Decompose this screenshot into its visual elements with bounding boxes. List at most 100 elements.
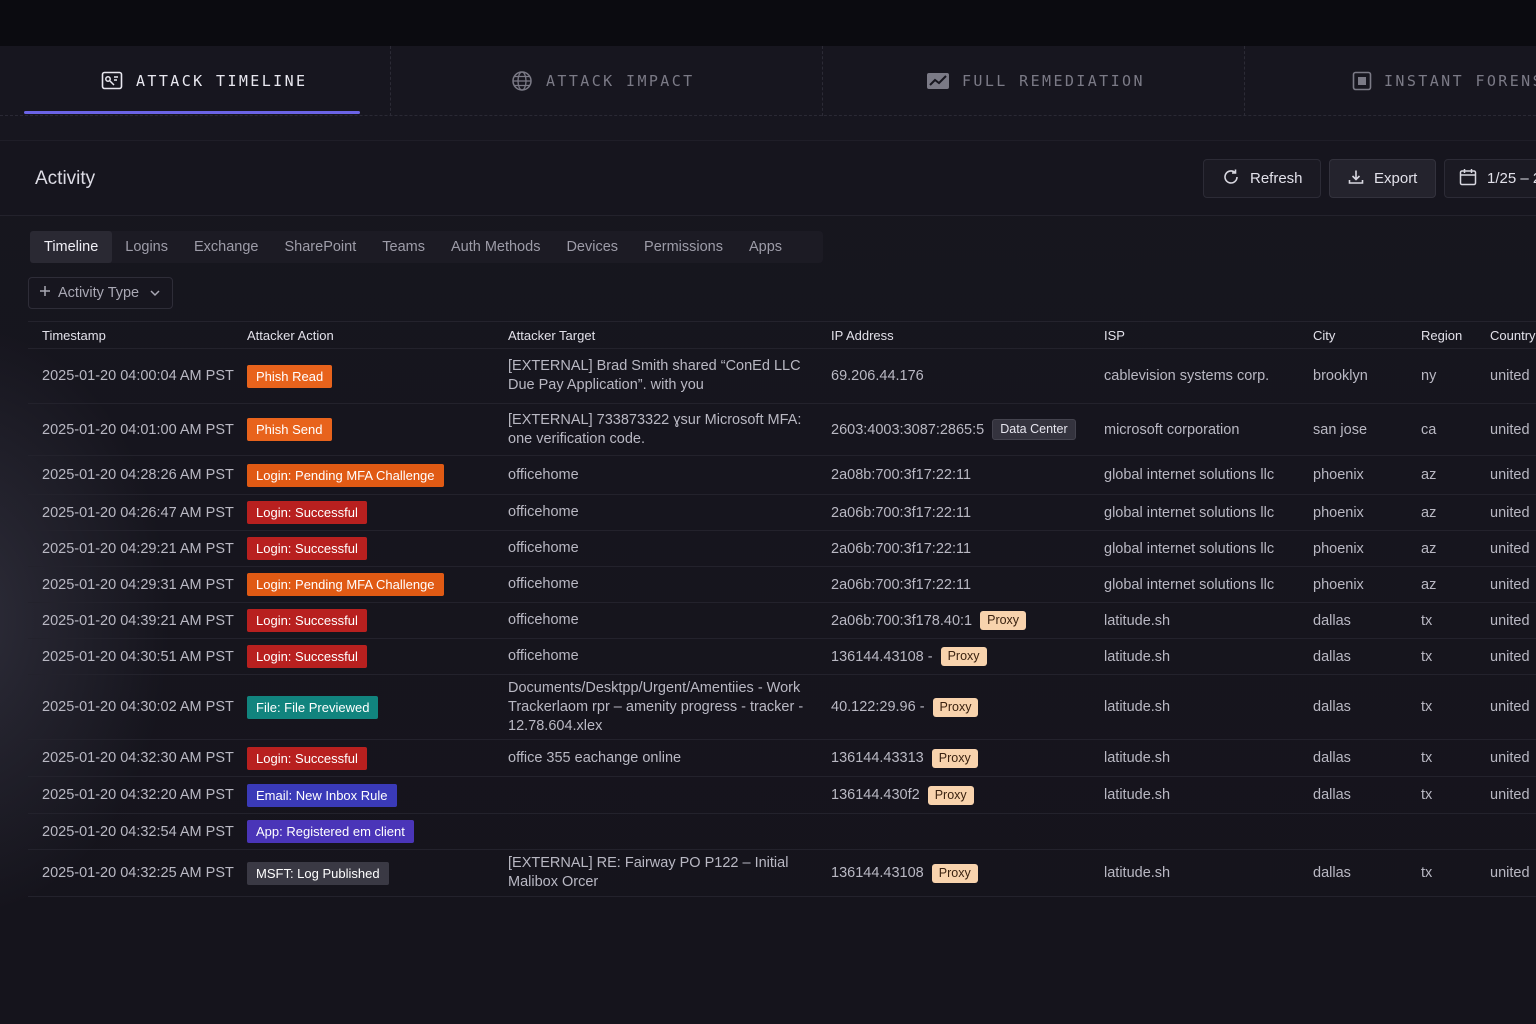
action-cell: Login: Successful (247, 495, 507, 530)
proxy-tag: Proxy (931, 748, 978, 768)
table-row[interactable]: 2025-01-20 04:29:31 AM PST Login: Pending… (28, 567, 1536, 603)
action-badge: File: File Previewed (247, 695, 379, 719)
action-badge: Login: Successful (247, 746, 367, 770)
target-cell: [EXTERNAL] RE: Fairway PO P122 – Initial… (508, 855, 789, 890)
isp-cell: latitude.sh (1104, 648, 1171, 665)
isp-cell: cablevision systems corp. (1104, 368, 1270, 384)
ip-cell: 2a06b:700:3f178.40:1 Proxy (831, 603, 1101, 638)
refresh-button[interactable]: Refresh (1203, 159, 1321, 198)
timestamp-cell: 2025-01-20 04:32:20 AM PST (42, 787, 234, 803)
action-badge: Login: Pending MFA Challenge (247, 573, 444, 596)
ip-cell: 136144.43108 - Proxy (831, 639, 1101, 674)
column-header-region[interactable]: Region (1421, 327, 1463, 343)
timestamp-cell: 2025-01-20 04:39:21 AM PST (42, 612, 234, 629)
filter-label: Activity Type (58, 285, 140, 301)
column-header-attacker-action[interactable]: Attacker Action (247, 327, 334, 343)
column-header-isp[interactable]: ISP (1104, 327, 1125, 343)
table-row[interactable]: 2025-01-20 04:00:04 AM PST Phish Read [EXT… (28, 349, 1536, 404)
subtab-apps[interactable]: Apps (749, 239, 783, 255)
table-row[interactable]: 2025-01-20 04:32:30 AM PST Login: Success… (28, 740, 1536, 777)
table-row[interactable]: 2025-01-20 04:01:00 AM PST Phish Send [EXT… (28, 404, 1536, 456)
activity-type-filter[interactable]: Activity Type (28, 277, 173, 309)
subtab-logins[interactable]: Logins (125, 239, 168, 255)
city-cell: dallas (1313, 750, 1351, 766)
city-cell: phoenix (1313, 467, 1364, 483)
target-cell: officehome (508, 612, 579, 628)
proxy-tag: Proxy (980, 611, 1027, 630)
table-row[interactable]: 2025-01-20 04:30:51 AM PST Login: Success… (28, 639, 1536, 675)
subtab-exchange[interactable]: Exchange (194, 239, 259, 255)
table-row[interactable]: 2025-01-20 04:32:20 AM PST Email: New Inb… (28, 777, 1536, 814)
timestamp-cell: 2025-01-20 04:00:04 AM PST (42, 368, 234, 384)
table-row[interactable]: 2025-01-20 04:26:47 AM PST Login: Success… (28, 495, 1536, 531)
tab-attack-timeline[interactable]: ATTACK TIMELINE (0, 46, 390, 116)
table-row[interactable]: 2025-01-20 04:32:54 AM PST App: Registere… (28, 814, 1536, 850)
download-icon (1348, 169, 1364, 189)
ip-address: 136144.43313 (831, 750, 924, 766)
region-cell: az (1421, 504, 1437, 521)
action-badge: Login: Successful (247, 609, 367, 632)
active-tab-indicator (24, 111, 360, 114)
action-cell: Phish Send (247, 404, 507, 455)
subtab-devices[interactable]: Devices (566, 239, 619, 255)
table-row[interactable]: 2025-01-20 04:28:26 AM PST Login: Pending… (28, 456, 1536, 495)
column-header-country[interactable]: Country (1490, 327, 1536, 343)
scan-icon (1352, 69, 1372, 93)
target-cell: [EXTERNAL] Brad Smith shared “ConEd LLC … (508, 358, 801, 393)
country-cell: united (1490, 699, 1530, 715)
date-range-button[interactable]: 1/25 – 2 (1444, 159, 1536, 198)
tab-instant-forensics[interactable]: INSTANT FORENS (1244, 46, 1536, 116)
subtab-sharepoint[interactable]: SharePoint (284, 239, 357, 255)
export-label: Export (1374, 170, 1418, 187)
subtab-teams[interactable]: Teams (382, 239, 425, 255)
action-cell: Login: Successful (247, 639, 507, 674)
isp-cell: latitude.sh (1104, 787, 1171, 803)
action-badge: Login: Successful (247, 645, 367, 668)
subtab-permissions[interactable]: Permissions (644, 239, 723, 255)
ip-address: 2a06b:700:3f17:22:11 (831, 504, 972, 521)
region-cell: ny (1421, 368, 1437, 384)
isp-cell: global internet solutions llc (1104, 540, 1275, 557)
action-cell: MSFT: Log Published (247, 850, 507, 896)
tab-label: INSTANT FORENS (1384, 72, 1536, 90)
table-row[interactable]: 2025-01-20 04:39:21 AM PST Login: Success… (28, 603, 1536, 639)
country-cell: united (1490, 576, 1530, 593)
action-badge: Login: Successful (247, 501, 367, 524)
column-header-attacker-target[interactable]: Attacker Target (508, 327, 596, 343)
data-center-tag: Data Center (992, 419, 1076, 440)
table-row[interactable]: 2025-01-20 04:29:21 AM PST Login: Success… (28, 531, 1536, 567)
timestamp-cell: 2025-01-20 04:32:30 AM PST (42, 750, 234, 766)
isp-cell: latitude.sh (1104, 612, 1171, 629)
region-cell: tx (1421, 787, 1433, 803)
ip-cell: 2a06b:700:3f17:22:11 (831, 531, 1101, 566)
subtab-auth-methods[interactable]: Auth Methods (450, 239, 541, 255)
export-button[interactable]: Export (1329, 159, 1436, 198)
table-row[interactable]: 2025-01-20 04:30:02 AM PST File: File Pre… (28, 675, 1536, 740)
action-cell: File: File Previewed (247, 675, 507, 739)
ip-address: 2a06b:700:3f17:22:11 (831, 540, 972, 557)
action-badge: Login: Pending MFA Challenge (247, 463, 444, 487)
region-cell: tx (1421, 612, 1433, 629)
tab-attack-impact[interactable]: ATTACK IMPACT (390, 46, 822, 116)
ip-cell: 136144.43313 Proxy (831, 740, 1101, 776)
tab-full-remediation[interactable]: FULL REMEDIATION (822, 46, 1244, 116)
target-cell: officehome (508, 648, 579, 664)
ip-address: 2a06b:700:3f178.40:1 (831, 612, 973, 629)
chart-check-icon (926, 69, 950, 93)
action-cell: Login: Successful (247, 531, 507, 566)
target-cell: officehome (508, 504, 579, 520)
page-title: Activity (35, 168, 96, 189)
ip-cell: 2a08b:700:3f17:22:11 (831, 456, 1101, 494)
isp-cell (1104, 814, 1309, 849)
column-header-timestamp[interactable]: Timestamp (42, 327, 106, 343)
proxy-tag: Proxy (932, 697, 979, 717)
subtab-timeline[interactable]: Timeline (30, 231, 113, 263)
table-row[interactable]: 2025-01-20 04:32:25 AM PST MSFT: Log Publ… (28, 850, 1536, 897)
column-header-city[interactable]: City (1313, 327, 1336, 343)
tab-label: ATTACK TIMELINE (136, 72, 308, 90)
country-cell: united (1490, 504, 1530, 521)
city-cell: dallas (1313, 612, 1351, 629)
tab-label: ATTACK IMPACT (546, 72, 695, 90)
timestamp-cell: 2025-01-20 04:26:47 AM PST (42, 504, 234, 521)
column-header-ip-address[interactable]: IP Address (831, 327, 894, 343)
